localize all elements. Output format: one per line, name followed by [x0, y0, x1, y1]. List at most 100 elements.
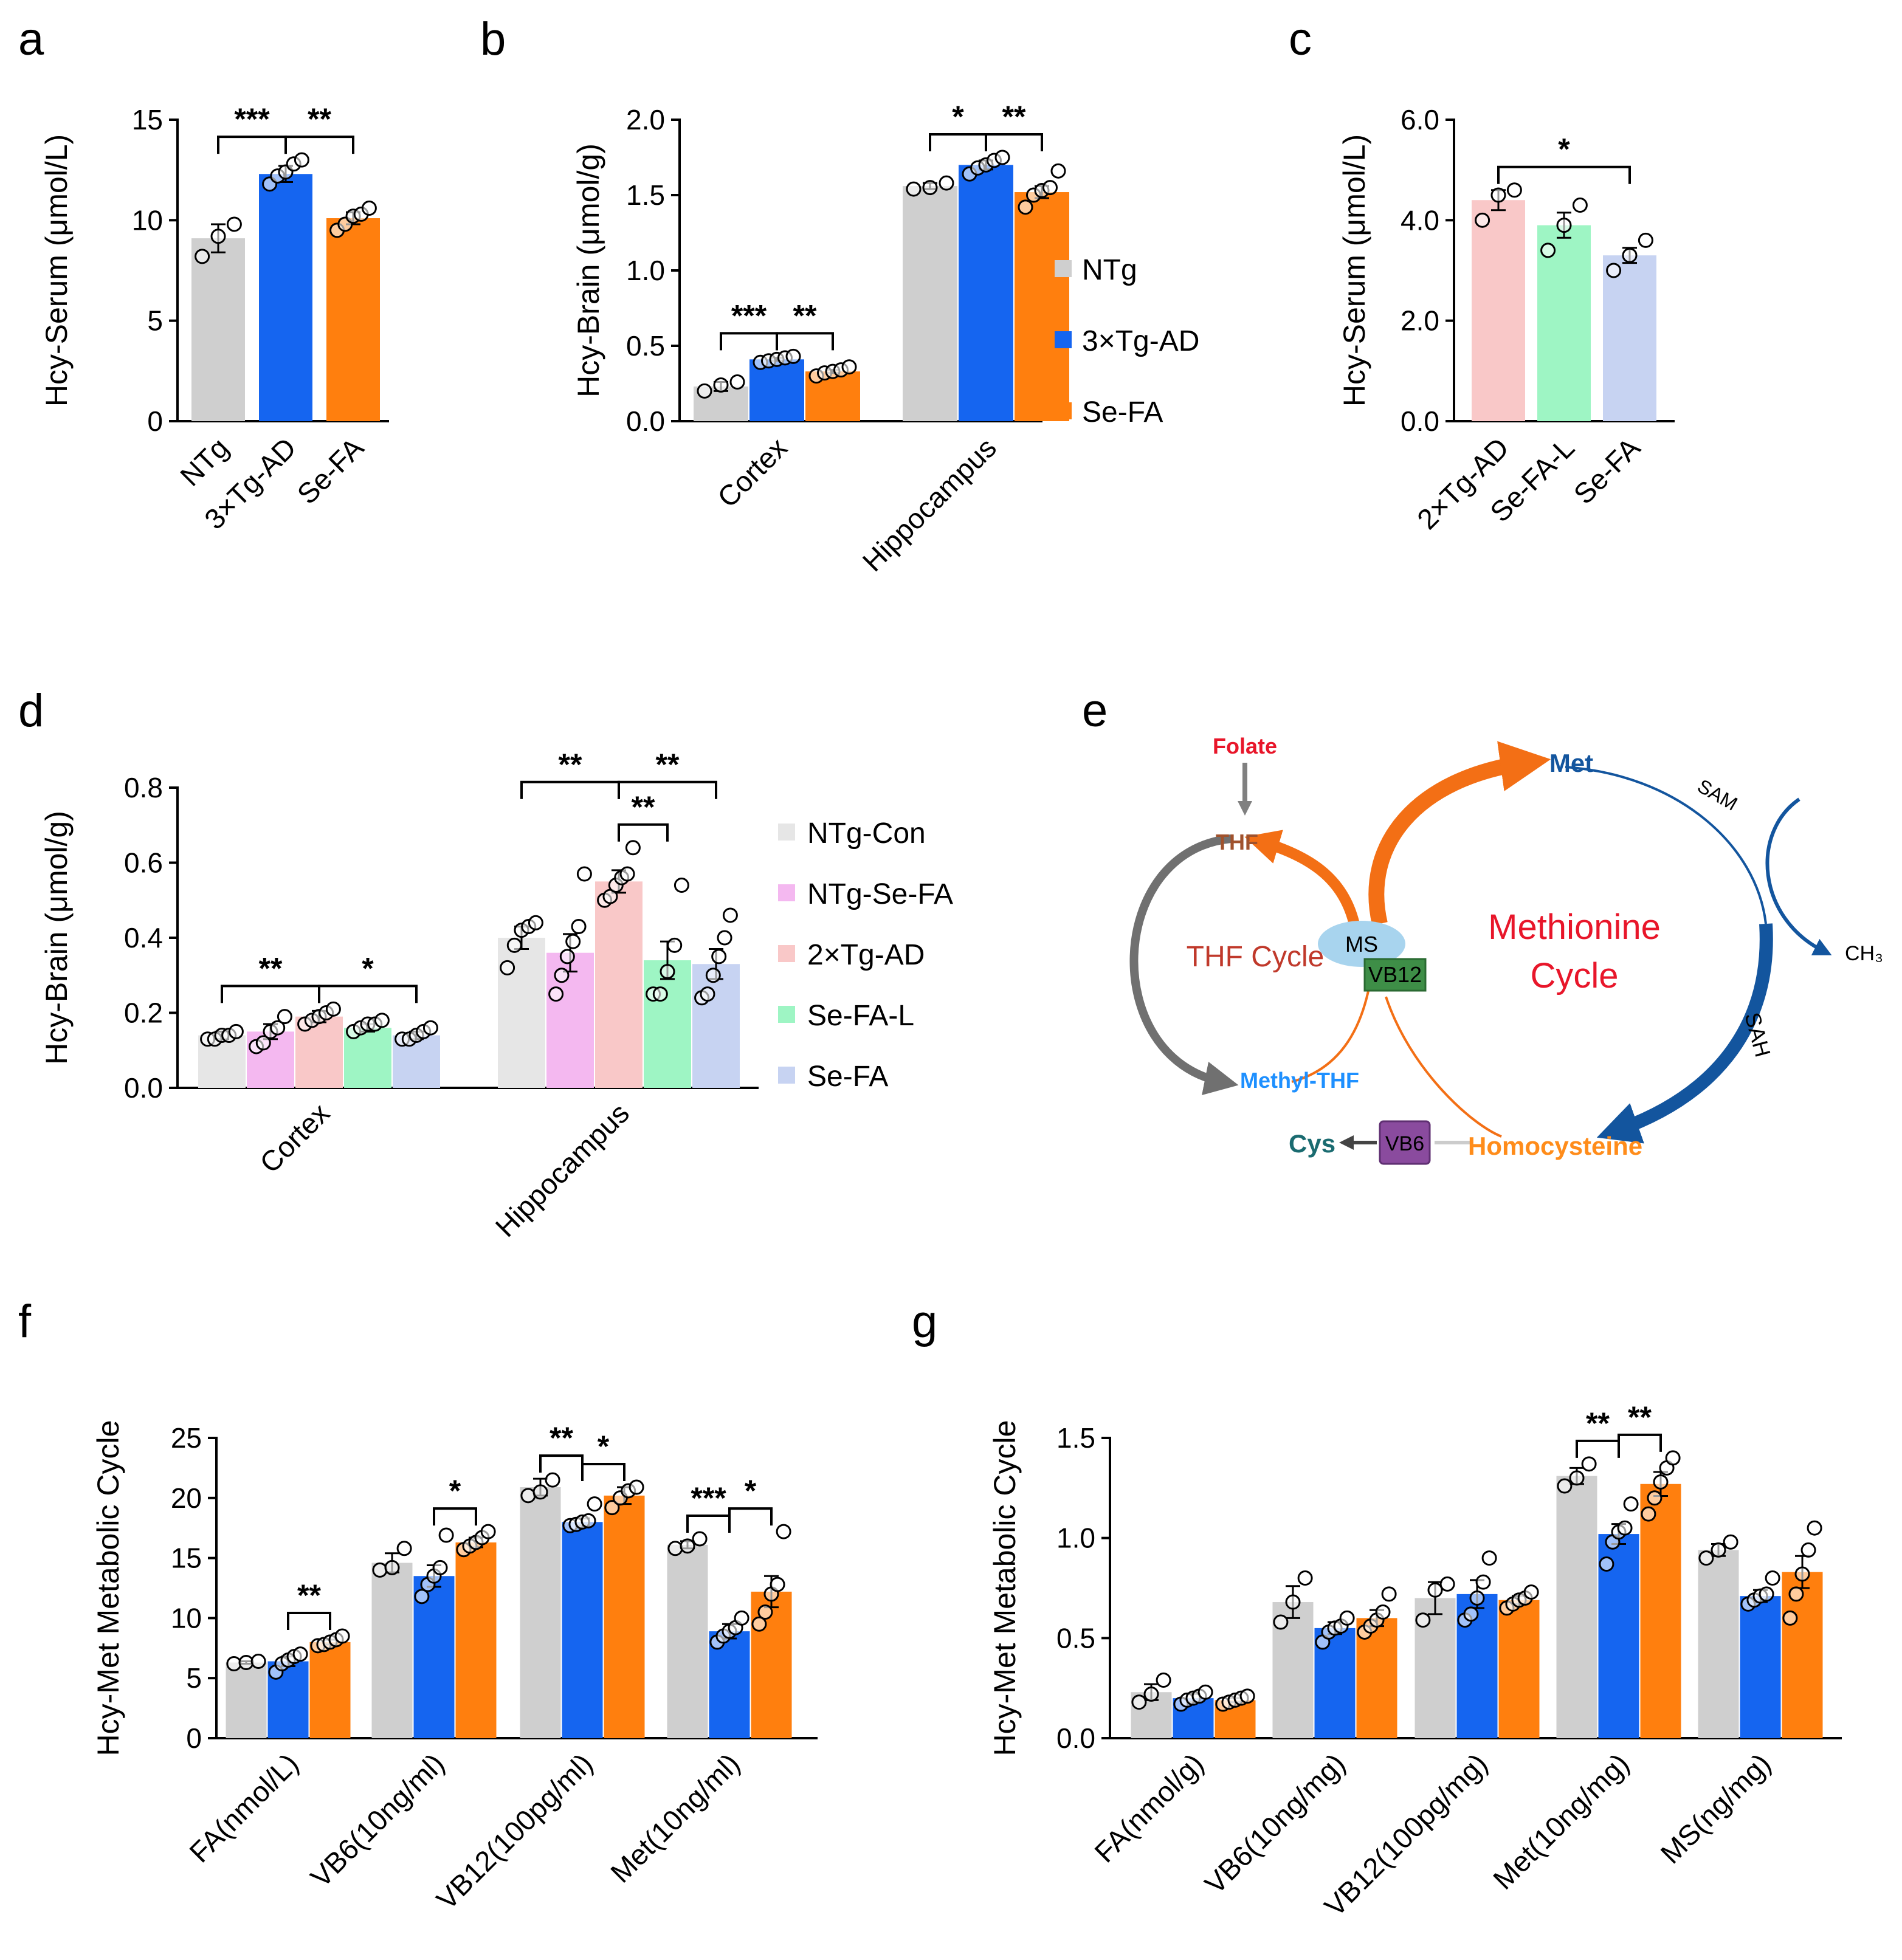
chart-f: 0 5 10 15 20 25 Hcy-Met Metabolic Cycle FA(nmol… [91, 1420, 818, 1916]
data-point-g [1197, 1684, 1213, 1700]
data-point-b [729, 374, 745, 390]
data-point-f [734, 1610, 749, 1626]
bar-d [498, 938, 545, 1088]
data-point-b [994, 150, 1010, 165]
data-point-f [372, 1562, 388, 1578]
y-tick-label-f: 20 [171, 1482, 202, 1514]
y-tick-label-g: 0.0 [1056, 1722, 1095, 1754]
y-axis-title-d: Hcy-Brain (μmol/g) [40, 811, 74, 1065]
data-point-g [1765, 1570, 1780, 1586]
legend-b: NTg 3×Tg-AD Se-FA [1055, 254, 1199, 428]
y-tick-label-d: 0.6 [124, 847, 163, 879]
legend-d: NTg-Con NTg-Se-FA 2×Tg-AD Se-FA-L Se-FA [778, 817, 953, 1093]
y-tick-label-c: 2.0 [1401, 305, 1439, 337]
bar-b [903, 186, 957, 421]
methionine-label-2: Cycle [1530, 956, 1618, 995]
data-point-f [629, 1479, 644, 1495]
data-point-c [1638, 232, 1653, 248]
thf-gray-arc [1129, 834, 1239, 1095]
significance-label-b: * [952, 100, 964, 134]
significance-bracket-a [217, 136, 287, 154]
panel-letter-c: c [1289, 13, 1312, 65]
data-point-f [480, 1524, 496, 1539]
data-point-a [195, 249, 210, 264]
bar-f [226, 1662, 267, 1738]
data-point-g [1339, 1610, 1355, 1626]
data-point-g [1581, 1456, 1597, 1472]
data-point-d [500, 960, 515, 975]
data-point-c [1475, 212, 1490, 228]
y-tick-label-b: 1.5 [626, 179, 665, 211]
data-point-f [396, 1541, 412, 1556]
data-point-g [1131, 1694, 1147, 1710]
bar-f [667, 1544, 708, 1738]
legend-label-sefa: Se-FA [1082, 396, 1163, 428]
y-tick-label-a: 0 [147, 405, 163, 437]
bar-g [1556, 1476, 1597, 1738]
data-point-d [422, 1020, 438, 1036]
legend-label-ntg-sefa: NTg-Se-FA [807, 878, 953, 910]
vb12-box [1363, 958, 1427, 992]
data-point-g [1523, 1584, 1539, 1600]
pathway-diagram: MS VB12 VB6 Folate THF Met SAM Methionin… [1129, 734, 1883, 1165]
data-point-d [711, 949, 727, 965]
data-point-f [334, 1628, 350, 1644]
significance-label-d: ** [656, 748, 680, 782]
data-point-g [1711, 1542, 1726, 1558]
significance-bracket-g [1576, 1439, 1620, 1458]
bar-f [520, 1487, 561, 1738]
category-label-d: Hippocampus [489, 1097, 635, 1243]
y-tick-label-f: 25 [171, 1422, 202, 1454]
data-point-f [384, 1559, 400, 1575]
bar-c [1537, 225, 1591, 421]
data-point-f [250, 1654, 266, 1669]
significance-label-c: * [1558, 132, 1570, 167]
y-tick-label-f: 10 [171, 1602, 202, 1634]
data-point-g [1617, 1520, 1633, 1536]
y-tick-label-d: 0.0 [124, 1072, 163, 1104]
significance-label-d: ** [559, 748, 582, 782]
data-point-d [559, 949, 575, 965]
category-label-f: VB6(10ng/ml) [304, 1747, 450, 1894]
significance-bracket-g [1618, 1433, 1662, 1452]
legend-label-sefa-l: Se-FA-L [807, 1000, 914, 1032]
bar-g [1740, 1596, 1781, 1738]
data-point-d [576, 866, 592, 882]
data-point-d [625, 840, 641, 856]
data-point-g [1665, 1450, 1681, 1466]
data-point-g [1807, 1520, 1822, 1536]
vb12-label: VB12 [1368, 962, 1422, 987]
significance-label-f: ** [297, 1578, 321, 1612]
data-point-d [325, 1001, 341, 1017]
data-point-d [548, 986, 564, 1002]
data-point-b [713, 377, 729, 393]
significance-bracket-d [618, 780, 717, 799]
data-point-d [705, 968, 721, 983]
data-point-c [1506, 182, 1522, 198]
data-point-d [554, 968, 570, 983]
significance-bracket-f [686, 1514, 731, 1533]
significance-bracket-f [539, 1454, 584, 1473]
data-point-f [692, 1531, 708, 1547]
data-point-d [277, 1009, 292, 1025]
data-point-d [619, 866, 635, 882]
data-point-d [652, 986, 668, 1002]
methyl-thf-label: Methyl-THF [1240, 1068, 1359, 1093]
significance-label-b: *** [731, 298, 767, 332]
category-label-g: FA(nmol/g) [1088, 1747, 1210, 1869]
data-point-f [581, 1513, 596, 1528]
category-label-g: Met(10ng/mg) [1487, 1747, 1635, 1896]
data-point-g [1653, 1474, 1669, 1490]
significance-label-a: ** [308, 102, 331, 136]
data-point-d [660, 964, 675, 980]
y-tick-label-f: 5 [186, 1662, 202, 1694]
bar-d [546, 952, 594, 1088]
data-point-c [1540, 242, 1556, 258]
bar-g [1640, 1484, 1681, 1738]
data-point-g [1623, 1496, 1639, 1512]
sah-label: SAH [1740, 1009, 1776, 1059]
data-point-f [532, 1484, 548, 1500]
data-point-c [1572, 198, 1588, 213]
data-point-g [1297, 1570, 1313, 1586]
data-point-d [700, 986, 715, 1002]
